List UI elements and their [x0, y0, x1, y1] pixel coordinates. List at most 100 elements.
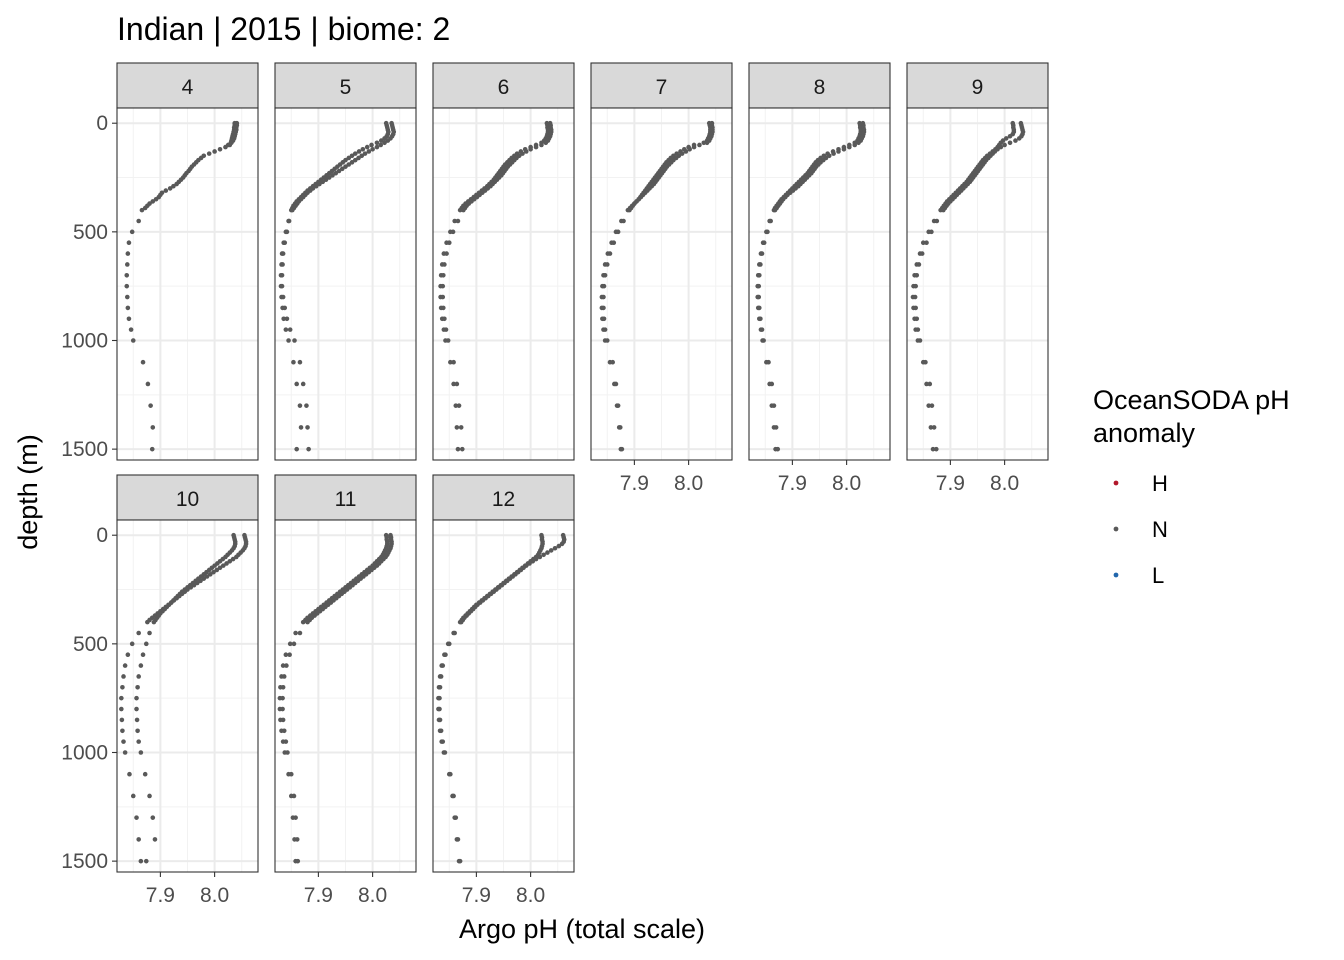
- data-point: [604, 338, 610, 343]
- facet-strip-label: 8: [814, 76, 826, 99]
- facet-strip-label: 7: [656, 76, 668, 99]
- data-point: [119, 695, 124, 701]
- data-point: [627, 207, 632, 213]
- data-point: [919, 251, 925, 256]
- data-point: [135, 728, 140, 734]
- data-point: [136, 218, 141, 224]
- data-point: [520, 151, 525, 156]
- data-point: [151, 619, 157, 625]
- data-point: [206, 151, 212, 156]
- data-point: [912, 294, 918, 300]
- data-point: [438, 728, 444, 734]
- data-point: [280, 663, 286, 668]
- data-point: [543, 140, 549, 146]
- data-point: [545, 550, 550, 555]
- data-point: [126, 316, 132, 322]
- panel-border: [748, 107, 891, 461]
- facet-panel-5: 5: [274, 62, 417, 461]
- data-point: [765, 229, 770, 235]
- data-point: [129, 229, 135, 235]
- data-point: [773, 425, 779, 430]
- data-point: [282, 305, 288, 311]
- data-point: [125, 251, 131, 256]
- data-point: [613, 381, 619, 387]
- data-point: [147, 630, 152, 636]
- data-point: [291, 793, 297, 799]
- data-point: [211, 569, 216, 575]
- data-point: [306, 446, 311, 452]
- data-point: [541, 552, 546, 558]
- data-point: [359, 153, 365, 159]
- data-point: [121, 674, 126, 679]
- data-point: [194, 580, 200, 586]
- facet-strip-label: 5: [340, 76, 352, 99]
- data-point: [458, 425, 464, 430]
- data-point: [759, 251, 765, 256]
- data-point: [615, 403, 621, 408]
- y-tick-label: 1500: [61, 438, 108, 461]
- data-point: [382, 136, 387, 141]
- data-point: [295, 858, 301, 864]
- data-point: [378, 142, 384, 148]
- data-point: [352, 151, 358, 156]
- data-point: [452, 218, 457, 224]
- data-point: [224, 561, 229, 566]
- panel-border: [906, 107, 1049, 461]
- data-point: [438, 674, 444, 679]
- data-point: [448, 359, 453, 365]
- x-tick-label: 7.9: [462, 884, 491, 907]
- data-point: [317, 181, 322, 187]
- panel-border: [116, 107, 259, 461]
- data-point: [300, 381, 306, 387]
- facet-strip: [432, 474, 575, 521]
- facet-strip: [116, 62, 259, 109]
- data-point: [297, 630, 303, 636]
- facet-panel-6: 6: [432, 62, 575, 461]
- data-point: [291, 359, 296, 365]
- data-point: [280, 717, 286, 723]
- legend-key-dot: [1113, 526, 1119, 532]
- facet-panel-8: 8 7.9 8.0: [748, 62, 891, 495]
- data-point: [198, 578, 203, 584]
- data-point: [457, 858, 463, 864]
- data-point: [697, 142, 702, 148]
- data-point: [761, 240, 767, 246]
- data-point: [142, 205, 148, 211]
- panel-border: [274, 519, 417, 873]
- panel-border: [116, 519, 259, 873]
- data-point: [610, 359, 615, 365]
- legend-item-N: N: [1113, 517, 1168, 542]
- data-point: [119, 717, 125, 723]
- data-point: [138, 750, 144, 755]
- data-point: [459, 446, 465, 452]
- data-point: [140, 652, 146, 658]
- data-point: [759, 327, 765, 332]
- data-point: [915, 327, 921, 332]
- panel-border: [432, 519, 575, 873]
- data-point: [370, 146, 375, 152]
- data-point: [292, 338, 297, 343]
- facet-strip: [432, 62, 575, 109]
- facet-strip: [274, 474, 417, 521]
- data-point: [761, 338, 766, 343]
- x-tick-label: 7.9: [620, 472, 649, 495]
- data-point: [217, 565, 223, 571]
- y-tick-label: 1000: [61, 329, 108, 352]
- data-point: [617, 425, 623, 430]
- data-point: [227, 558, 233, 564]
- data-point: [229, 140, 234, 146]
- data-point: [120, 685, 125, 690]
- facet-panels: 4 0 500 1000 1500 5 6 7 7.9 8.0 8 7.9 8.0 9 7.9 8.0 10 7.…: [61, 62, 1049, 907]
- data-point: [452, 630, 457, 636]
- data-point: [929, 403, 935, 408]
- data-point: [139, 207, 145, 213]
- data-point: [931, 425, 937, 430]
- x-axis-title: Argo pH (total scale): [459, 914, 705, 944]
- data-point: [437, 706, 442, 712]
- data-point: [852, 142, 858, 148]
- data-point: [323, 177, 329, 182]
- data-point: [440, 663, 446, 668]
- legend-label: H: [1152, 471, 1168, 496]
- data-point: [602, 327, 608, 332]
- data-point: [923, 359, 928, 365]
